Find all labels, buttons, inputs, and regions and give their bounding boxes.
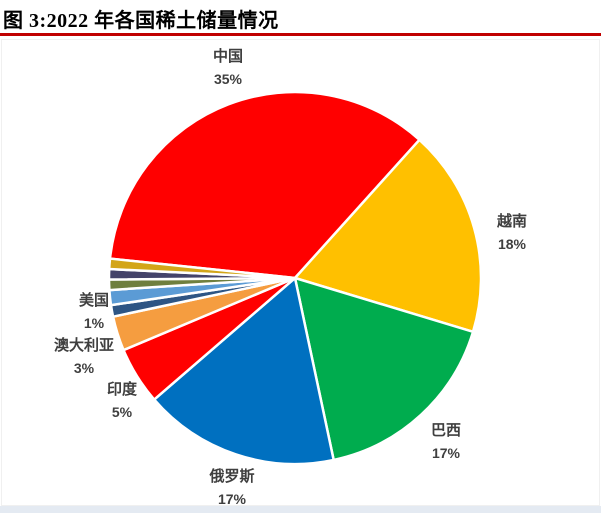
slice-label-india-name: 印度 — [106, 381, 138, 398]
slice-label-vietnam-name: 越南 — [496, 213, 528, 230]
slice-label-vietnam: 越南 18% — [497, 211, 527, 255]
slice-label-russia-percent: 17% — [217, 491, 247, 507]
slice-label-brazil: 巴西 17% — [431, 420, 461, 464]
title-underline-rule — [0, 33, 601, 36]
slice-label-vietnam-percent: 18% — [497, 236, 527, 252]
slice-label-china-percent: 35% — [213, 71, 243, 87]
slice-label-brazil-name: 巴西 — [430, 422, 462, 439]
slice-label-china-name: 中国 — [212, 48, 244, 65]
slice-label-australia: 澳大利亚 3% — [54, 335, 114, 379]
slice-label-brazil-percent: 17% — [431, 445, 461, 461]
slice-label-russia: 俄罗斯 17% — [209, 466, 254, 510]
figure-title: 图 3:2022 年各国稀土储量情况 — [3, 10, 279, 32]
slice-label-australia-name: 澳大利亚 — [53, 337, 115, 354]
slice-label-usa: 美国 1% — [79, 290, 109, 334]
slice-label-india: 印度 5% — [107, 379, 137, 423]
pie-slice-small-10 — [107, 257, 297, 280]
pie-slice-俄罗斯 — [152, 276, 335, 466]
slice-label-australia-percent: 3% — [73, 360, 95, 376]
slice-label-usa-percent: 1% — [83, 315, 105, 331]
pie-slice-巴西 — [293, 276, 475, 462]
pie-slice-越南 — [293, 138, 483, 334]
pie-slice-中国 — [108, 90, 421, 280]
slice-label-china: 中国 35% — [213, 46, 243, 90]
slice-label-usa-name: 美国 — [78, 292, 110, 309]
slice-label-russia-name: 俄罗斯 — [209, 468, 255, 485]
page-bottom-strip — [0, 506, 601, 513]
slice-label-india-percent: 5% — [111, 404, 133, 420]
